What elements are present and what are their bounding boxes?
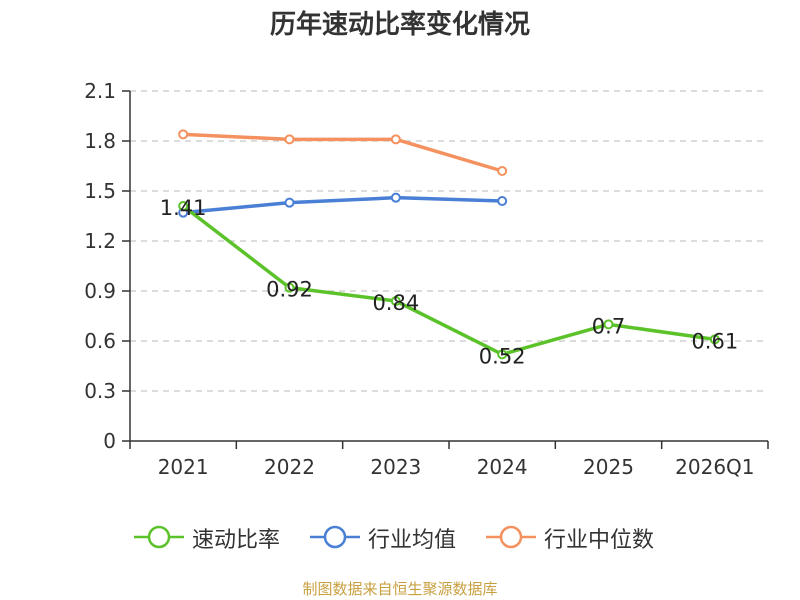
legend-swatch-icon — [134, 525, 184, 549]
y-tick-label: 1.5 — [84, 179, 116, 203]
data-label: 0.61 — [691, 329, 738, 353]
legend-label: 速动比率 — [192, 528, 281, 553]
data-point — [390, 296, 401, 306]
x-tick-label: 2021 — [158, 455, 209, 479]
grid-layer — [130, 90, 768, 392]
series-layer — [178, 129, 720, 360]
y-tick-label: 0.6 — [84, 329, 116, 353]
y-tick-label: 2.1 — [84, 79, 116, 103]
data-label: 1.41 — [160, 196, 207, 220]
data-label: 0.7 — [592, 314, 625, 338]
data-point — [497, 349, 508, 360]
chart-title: 历年速动比率变化情况 — [269, 10, 530, 40]
data-point — [603, 319, 614, 330]
data-point — [390, 134, 401, 145]
data-point — [178, 129, 189, 140]
legend-label: 行业中位数 — [544, 528, 655, 553]
y-tick-label: 0 — [103, 429, 116, 453]
y-tick-label: 1.2 — [84, 229, 116, 253]
x-tick-label: 2026Q1 — [675, 455, 754, 479]
x-tick-label: 2022 — [264, 455, 315, 479]
series-line — [182, 204, 716, 357]
data-point — [390, 192, 401, 203]
series-line — [183, 132, 503, 173]
data-point — [709, 334, 720, 345]
data-label: 0.92 — [266, 278, 313, 302]
y-tick-label: 0.9 — [84, 279, 116, 303]
legend-swatch-icon — [486, 525, 536, 549]
series-line — [183, 195, 503, 215]
axis-layer: 0 0.3 0.6 0.9 1.2 1.5 1.8 2.1 2021 2022 2023 2024 20… — [84, 79, 769, 479]
data-point — [284, 134, 295, 145]
data-point — [497, 196, 508, 206]
data-point — [178, 201, 189, 211]
x-tick-label: 2023 — [370, 455, 421, 479]
source-note: 制图数据来自恒生聚源数据库 — [302, 580, 498, 598]
y-tick-label: 1.8 — [84, 129, 116, 153]
legend-swatch-icon — [310, 525, 360, 549]
data-point — [497, 166, 508, 176]
data-point — [284, 197, 295, 208]
data-label: 0.52 — [479, 344, 526, 368]
data-label: 0.84 — [372, 291, 419, 315]
x-tick-label: 2024 — [477, 455, 528, 479]
legend-label: 行业均值 — [368, 528, 457, 553]
y-tick-label: 0.3 — [84, 379, 116, 403]
x-tick-label: 2025 — [583, 455, 634, 479]
data-point — [284, 282, 295, 293]
label-layer: 1.41 0.92 0.84 0.52 0.7 0.61 — [160, 196, 738, 368]
